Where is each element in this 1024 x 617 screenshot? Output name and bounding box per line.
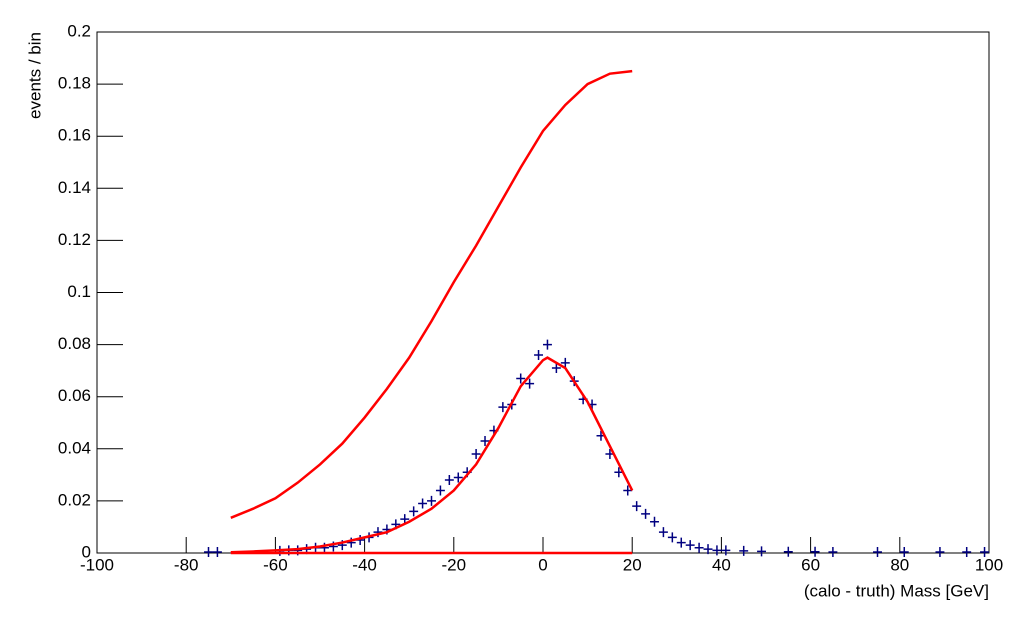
x-tick-label: -60 <box>263 555 288 574</box>
data-point <box>534 350 543 361</box>
data-point <box>525 378 535 389</box>
y-tick-label: 0 <box>82 542 91 561</box>
data-point <box>828 546 838 557</box>
data-point <box>212 546 222 557</box>
data-point <box>551 363 561 374</box>
x-tick-label: -80 <box>174 555 199 574</box>
data-point <box>962 546 972 557</box>
y-tick-label: 0.04 <box>58 438 91 457</box>
fit-curve <box>230 69 633 519</box>
y-tick-label: 0.12 <box>58 230 91 249</box>
data-point <box>435 485 445 496</box>
data-point <box>721 545 731 556</box>
y-tick-label: 0.16 <box>58 126 91 145</box>
data-point <box>650 516 659 527</box>
y-axis-label: events / bin <box>25 32 44 119</box>
data-point <box>980 546 989 557</box>
data-point <box>757 546 766 557</box>
x-tick-label: 0 <box>538 555 547 574</box>
data-point <box>685 540 695 551</box>
data-point <box>204 546 213 557</box>
fit-curve <box>230 356 634 554</box>
y-tick-label: 0.14 <box>58 178 91 197</box>
x-tick-label: 20 <box>623 555 642 574</box>
x-tick-label: -20 <box>442 555 467 574</box>
data-point <box>453 472 463 483</box>
y-tick-label: 0.02 <box>58 490 91 509</box>
data-point <box>480 435 490 446</box>
y-tick-label: 0.2 <box>67 21 91 40</box>
data-point <box>444 475 454 486</box>
data-point <box>712 545 722 556</box>
data-point <box>658 527 668 538</box>
y-tick-label: 0.1 <box>67 282 91 301</box>
x-tick-label: 40 <box>712 555 731 574</box>
data-point <box>560 357 570 368</box>
x-tick-label: -100 <box>80 555 114 574</box>
data-point <box>632 501 642 512</box>
data-point <box>935 546 945 557</box>
data-point <box>543 339 552 350</box>
data-point <box>641 508 651 519</box>
y-tick-label: 0.08 <box>58 334 91 353</box>
data-point <box>899 546 909 557</box>
x-tick-label: 60 <box>801 555 820 574</box>
data-point <box>810 546 820 557</box>
data-point <box>676 537 686 548</box>
x-tick-label: 100 <box>975 555 1003 574</box>
data-point <box>498 402 508 413</box>
data-point <box>703 544 713 555</box>
data-point <box>471 449 481 460</box>
x-axis-label: (calo - truth) Mass [GeV] <box>804 581 989 600</box>
x-tick-label: 80 <box>890 555 909 574</box>
data-point <box>409 506 419 517</box>
data-point <box>623 485 633 496</box>
data-point <box>694 542 704 553</box>
data-point <box>418 498 428 509</box>
data-point <box>873 546 882 557</box>
plot-frame <box>96 31 990 554</box>
data-point <box>427 495 436 506</box>
y-tick-label: 0.18 <box>58 74 91 93</box>
x-tick-label: -40 <box>352 555 377 574</box>
y-tick-label: 0.06 <box>58 386 91 405</box>
data-point <box>783 546 793 557</box>
data-point <box>739 545 749 556</box>
data-point <box>667 532 677 543</box>
data-point <box>516 373 526 384</box>
